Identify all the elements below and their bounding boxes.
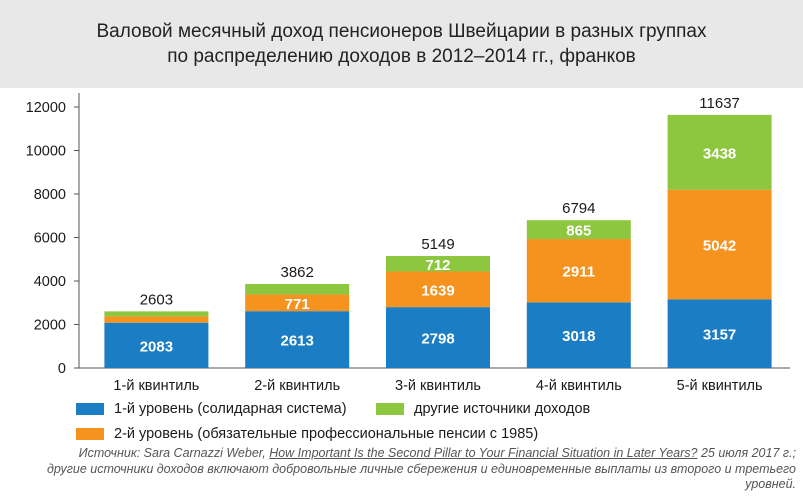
chart-title-line1: Валовой месячный доход пенсионеров Швейц… — [96, 21, 707, 42]
segment-value-label: 2911 — [563, 264, 596, 281]
legend-item-other: другие источники доходов — [376, 401, 590, 417]
legend-item-level2: 2-й уровень (обязательные профессиональн… — [76, 426, 538, 442]
segment-value-label: 3438 — [703, 145, 736, 162]
source-suffix: 25 июля 2017 г.; — [697, 446, 796, 460]
x-category-label: 1-й квинтиль — [113, 378, 199, 394]
bar-total-label: 2603 — [140, 291, 173, 308]
segment-value-label: 1639 — [421, 282, 454, 299]
y-tick-label: 4000 — [34, 274, 66, 290]
segment-value-label: 2613 — [281, 333, 314, 350]
y-tick-label: 0 — [58, 361, 66, 377]
segment-value-label: 865 — [566, 223, 591, 240]
segment-value-label: 2083 — [140, 338, 173, 355]
segment-value-label: 771 — [285, 296, 310, 313]
chart-title-band: Валовой месячный доход пенсионеров Швейц… — [0, 0, 803, 88]
bar-segment-level1 — [245, 311, 350, 368]
bar-segment-level1 — [667, 299, 772, 368]
y-tick-label: 10000 — [26, 144, 66, 160]
segment-value-label: 3018 — [562, 328, 595, 345]
bar-segment-level1 — [386, 307, 490, 368]
legend-swatch-other — [376, 403, 404, 415]
x-category-label: 3-й квинтиль — [395, 378, 481, 394]
source-link[interactable]: How Important Is the Second Pillar to Yo… — [269, 446, 698, 460]
x-category-label: 2-й квинтиль — [254, 378, 340, 394]
segment-value-label: 5042 — [703, 238, 736, 255]
x-category-label: 5-й квинтиль — [677, 378, 763, 394]
source-line2: другие источники доходов включают добров… — [47, 461, 796, 476]
bar-segment-level2 — [386, 271, 490, 308]
bar-total-label: 3862 — [281, 264, 314, 281]
segment-value-label: 3157 — [703, 327, 736, 344]
bar-segment-level2 — [245, 294, 350, 312]
bar-segment-level1 — [104, 322, 209, 368]
legend-label-level2: 2-й уровень (обязательные профессиональн… — [114, 426, 539, 442]
source-prefix: Источник: Sara Carnazzi Weber, — [78, 446, 270, 460]
legend-swatch-level2 — [76, 428, 104, 440]
chart-title-line2: по распределению доходов в 2012–2014 гг.… — [167, 46, 636, 67]
bar-segment-other — [104, 311, 209, 317]
bar-segment-level2 — [667, 189, 772, 300]
bar-segment-level2 — [526, 239, 631, 303]
y-tick-label: 8000 — [34, 187, 66, 203]
x-category-label: 4-й квинтиль — [536, 378, 622, 394]
bar-segment-other — [386, 256, 490, 272]
bar-total-label: 5149 — [421, 236, 454, 253]
stacked-bar-chart: 0 2000 4000 6000 8000 10000 12000 2083 2603 1-й к… — [26, 93, 790, 394]
segment-value-label: 712 — [425, 257, 450, 274]
bar-segment-level1 — [526, 302, 631, 368]
legend-swatch-level1 — [76, 403, 104, 415]
legend-label-level1: 1-й уровень (солидарная система) — [114, 401, 347, 417]
y-tick-label: 6000 — [34, 231, 66, 247]
bar-segment-other — [245, 284, 350, 295]
source-note: Источник: Sara Carnazzi Weber, How Impor… — [6, 446, 796, 493]
y-tick-label: 12000 — [26, 100, 66, 116]
bar-segment-level2 — [104, 316, 209, 323]
bar-segment-other — [667, 114, 772, 190]
bar-segment-other — [526, 220, 631, 240]
bar-total-label: 11637 — [699, 95, 740, 112]
bar-total-label: 6794 — [562, 200, 595, 217]
source-line3: уровней. — [745, 477, 796, 491]
y-tick-label: 2000 — [34, 318, 66, 334]
legend-item-level1: 1-й уровень (солидарная система) — [76, 401, 347, 417]
segment-value-label: 2798 — [421, 331, 454, 348]
legend-label-other: другие источники доходов — [414, 401, 591, 417]
